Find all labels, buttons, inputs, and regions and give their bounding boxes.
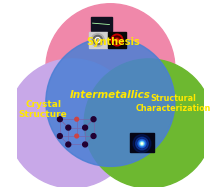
Circle shape bbox=[136, 137, 148, 150]
Circle shape bbox=[91, 134, 96, 138]
Circle shape bbox=[66, 142, 71, 147]
Circle shape bbox=[57, 134, 62, 138]
Circle shape bbox=[111, 34, 123, 46]
FancyBboxPatch shape bbox=[89, 32, 107, 48]
Circle shape bbox=[91, 34, 104, 46]
Circle shape bbox=[57, 117, 62, 122]
Circle shape bbox=[46, 4, 175, 133]
Text: Structural
Characterization: Structural Characterization bbox=[135, 94, 211, 114]
Circle shape bbox=[83, 125, 88, 130]
Circle shape bbox=[140, 142, 144, 145]
Circle shape bbox=[116, 39, 118, 41]
Circle shape bbox=[75, 117, 79, 121]
Circle shape bbox=[91, 117, 96, 122]
Circle shape bbox=[95, 38, 100, 42]
Circle shape bbox=[141, 143, 143, 144]
FancyBboxPatch shape bbox=[91, 17, 112, 31]
FancyBboxPatch shape bbox=[130, 133, 154, 152]
Circle shape bbox=[46, 37, 175, 166]
Text: Synthesis: Synthesis bbox=[86, 37, 140, 47]
Circle shape bbox=[97, 39, 99, 41]
Circle shape bbox=[75, 134, 79, 138]
Circle shape bbox=[93, 35, 102, 45]
FancyBboxPatch shape bbox=[108, 32, 126, 48]
Circle shape bbox=[8, 59, 137, 187]
Circle shape bbox=[141, 143, 143, 145]
Text: Intermetallics: Intermetallics bbox=[70, 90, 151, 100]
Circle shape bbox=[115, 38, 119, 42]
Circle shape bbox=[139, 141, 145, 146]
Text: Crystal
Structure: Crystal Structure bbox=[19, 100, 67, 119]
Circle shape bbox=[138, 140, 146, 148]
Circle shape bbox=[84, 59, 213, 187]
Circle shape bbox=[83, 142, 88, 147]
Circle shape bbox=[133, 135, 151, 153]
Circle shape bbox=[113, 36, 121, 44]
Circle shape bbox=[66, 125, 71, 130]
